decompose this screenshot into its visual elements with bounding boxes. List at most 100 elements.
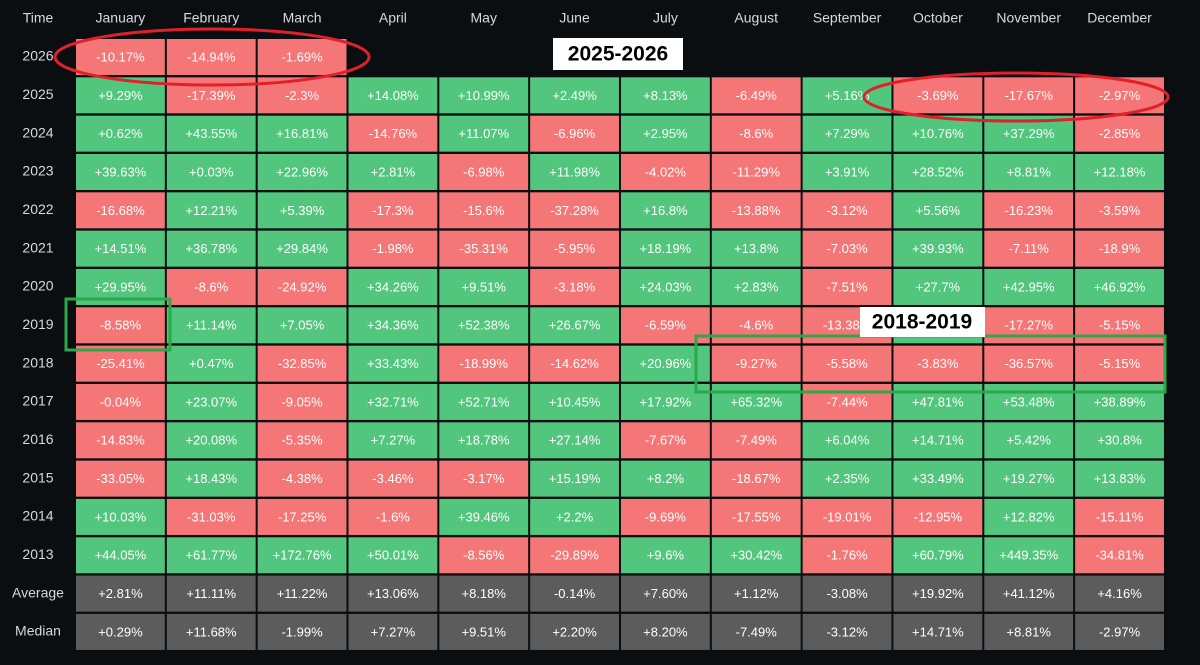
cell bbox=[166, 498, 256, 535]
cell-value: +14.51% bbox=[95, 241, 147, 256]
cell bbox=[530, 115, 619, 152]
cell bbox=[76, 422, 165, 459]
cell-value: +2.35% bbox=[825, 471, 870, 486]
cell-value: +0.03% bbox=[189, 164, 234, 179]
cell-value: +8.2% bbox=[647, 471, 685, 486]
cell bbox=[257, 192, 347, 229]
row-label: 2018 bbox=[22, 354, 53, 370]
cell-value: +52.38% bbox=[458, 318, 510, 333]
cell bbox=[620, 460, 710, 497]
cell-value: +60.79% bbox=[912, 548, 964, 563]
cell bbox=[439, 230, 529, 267]
cell bbox=[893, 345, 983, 382]
cell-value: +37.29% bbox=[1003, 126, 1055, 141]
cell bbox=[711, 537, 801, 574]
cell bbox=[348, 460, 438, 497]
cell bbox=[1075, 422, 1164, 459]
cell bbox=[439, 192, 529, 229]
cell bbox=[984, 77, 1074, 114]
cell-value: -8.6% bbox=[194, 279, 228, 294]
cell bbox=[1075, 268, 1164, 305]
row-label: 2016 bbox=[22, 431, 53, 447]
cell bbox=[711, 345, 801, 382]
cell-value: +22.96% bbox=[276, 164, 328, 179]
cell-value: -17.25% bbox=[278, 509, 327, 524]
cell bbox=[893, 115, 983, 152]
cell bbox=[1075, 460, 1164, 497]
cell-value: -2.97% bbox=[1099, 88, 1141, 103]
cell-value: +2.20% bbox=[552, 624, 597, 639]
cell bbox=[620, 153, 710, 190]
cell bbox=[439, 613, 529, 650]
cell-value: -6.49% bbox=[736, 88, 778, 103]
cell bbox=[439, 383, 529, 420]
cell bbox=[257, 39, 347, 75]
cell-value: +2.49% bbox=[552, 88, 597, 103]
column-header: February bbox=[183, 10, 239, 26]
cell bbox=[802, 115, 892, 152]
annotation-label: 2025-2026 bbox=[568, 43, 668, 66]
column-header: May bbox=[471, 10, 497, 26]
cell bbox=[439, 537, 529, 574]
cell-value: +5.56% bbox=[916, 203, 961, 218]
column-header: July bbox=[653, 10, 678, 26]
cell bbox=[166, 613, 256, 650]
cell-value: +17.92% bbox=[640, 394, 692, 409]
cell bbox=[76, 230, 165, 267]
cell bbox=[984, 537, 1074, 574]
cell-value: +34.36% bbox=[367, 318, 419, 333]
cell-value: -17.67% bbox=[1005, 88, 1054, 103]
annotation-label: 2018-2019 bbox=[872, 311, 972, 334]
cell bbox=[1075, 383, 1164, 420]
cell bbox=[1075, 575, 1164, 612]
cell bbox=[76, 153, 165, 190]
cell-value: +29.95% bbox=[95, 279, 147, 294]
cell-value: -14.94% bbox=[187, 49, 236, 64]
cell bbox=[530, 192, 619, 229]
cell-value: +14.08% bbox=[367, 88, 419, 103]
cell-value: +4.16% bbox=[1097, 586, 1142, 601]
cell bbox=[166, 153, 256, 190]
cell-value: +30.42% bbox=[730, 548, 782, 563]
cell bbox=[984, 192, 1074, 229]
cell bbox=[711, 77, 801, 114]
cell bbox=[530, 460, 619, 497]
cell bbox=[76, 192, 165, 229]
table-body: Time January February March April May June July… bbox=[12, 10, 1164, 650]
cell-value: -9.27% bbox=[736, 356, 778, 371]
cell bbox=[1075, 230, 1164, 267]
cell-value: -5.35% bbox=[281, 433, 323, 448]
cell-value: -8.58% bbox=[100, 318, 142, 333]
annotation-box bbox=[860, 307, 985, 337]
cell-value: -9.05% bbox=[281, 394, 323, 409]
cell bbox=[1075, 192, 1164, 229]
cell bbox=[76, 460, 165, 497]
cell bbox=[348, 613, 438, 650]
cell-value: -32.85% bbox=[278, 356, 327, 371]
cell bbox=[711, 268, 801, 305]
cell-value: -15.11% bbox=[1096, 509, 1144, 524]
cell bbox=[166, 460, 256, 497]
cell-value: -1.76% bbox=[826, 548, 868, 563]
cell bbox=[802, 498, 892, 535]
cell-value: +39.93% bbox=[912, 241, 964, 256]
cell bbox=[257, 460, 347, 497]
cell bbox=[711, 230, 801, 267]
cell-value: -13.88% bbox=[732, 203, 781, 218]
cell-value: +29.84% bbox=[276, 241, 328, 256]
cell-value: +2.2% bbox=[556, 509, 594, 524]
cell bbox=[257, 115, 347, 152]
row-label: 2021 bbox=[22, 239, 53, 255]
cell bbox=[76, 307, 165, 344]
cell bbox=[984, 345, 1074, 382]
cell bbox=[439, 575, 529, 612]
cell bbox=[802, 230, 892, 267]
cell-value: +8.13% bbox=[643, 88, 688, 103]
cell-value: -14.62% bbox=[550, 356, 599, 371]
row-label: 2024 bbox=[22, 124, 53, 140]
cell-value: -11.29% bbox=[732, 164, 780, 179]
cell-value: -12.95% bbox=[914, 509, 963, 524]
cell-value: +8.81% bbox=[1006, 164, 1051, 179]
cell bbox=[257, 575, 347, 612]
cell bbox=[984, 153, 1074, 190]
